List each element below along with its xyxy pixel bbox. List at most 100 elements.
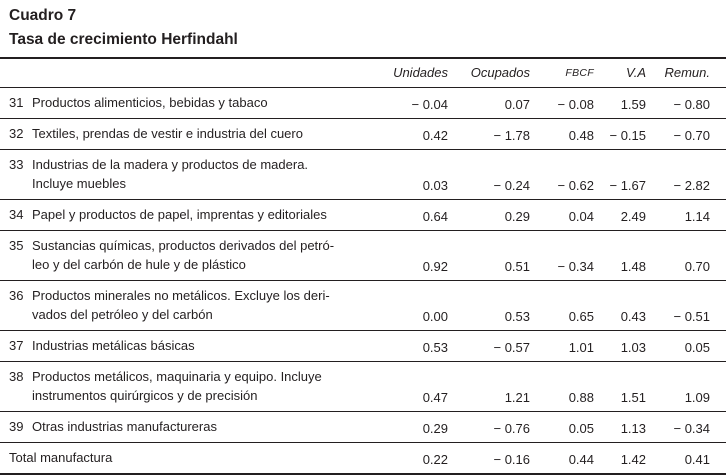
table-header: Unidades Ocupados FBCF V.A Remun.	[0, 58, 726, 88]
col-header-va: V.A	[594, 58, 646, 88]
col-header-unidades: Unidades	[375, 58, 448, 88]
table-row-37: 37 Industrias metálicas básicas 0.53 − 0…	[0, 330, 726, 362]
value-fbcf: 0.88	[530, 361, 594, 412]
sector-name: Papel y productos de papel, imprentas y …	[32, 207, 327, 222]
sector-code: 36	[9, 288, 24, 303]
table-row-36: 36 Productos minerales no metálicos. Exc…	[0, 280, 726, 331]
value-unidades: 0.47	[375, 361, 448, 412]
table-row-39: 39 Otras industrias manufactureras 0.29 …	[0, 411, 726, 443]
value-va: 2.49	[594, 199, 646, 231]
value-va: 1.59	[594, 87, 646, 119]
header-label-spacer	[0, 58, 375, 88]
value-fbcf: 1.01	[530, 330, 594, 362]
value-unidades: 0.00	[375, 280, 448, 331]
table-row-38: 38 Productos metálicos, maquinaria y equ…	[0, 361, 726, 412]
value-unidades: 0.53	[375, 330, 448, 362]
value-fbcf: 0.04	[530, 199, 594, 231]
sector-code: 34	[9, 207, 24, 222]
value-remun: − 0.80	[646, 87, 726, 119]
col-header-remun: Remun.	[646, 58, 726, 88]
herfindahl-growth-table: Unidades Ocupados FBCF V.A Remun. 31 Pro…	[0, 57, 726, 475]
sector-code: 35	[9, 238, 24, 253]
value-unidades: 0.42	[375, 118, 448, 150]
value-ocupados: 0.29	[448, 199, 530, 231]
value-unidades: 0.64	[375, 199, 448, 231]
col-header-fbcf: FBCF	[530, 58, 594, 88]
value-fbcf: − 0.34	[530, 230, 594, 281]
value-remun: − 0.34	[646, 411, 726, 443]
value-ocupados: 0.07	[448, 87, 530, 119]
value-remun: 1.09	[646, 361, 726, 412]
row-label-cell: 31 Productos alimenticios, bebidas y tab…	[0, 87, 375, 119]
sector-name: Textiles, prendas de vestir e industria …	[32, 126, 303, 141]
value-fbcf: 0.44	[530, 442, 594, 475]
value-remun: 0.70	[646, 230, 726, 281]
value-va: 1.42	[594, 442, 646, 475]
value-va: 0.43	[594, 280, 646, 331]
value-ocupados: − 0.76	[448, 411, 530, 443]
sector-name: Industrias de la madera y productos de m…	[32, 157, 309, 191]
table-title: Tasa de crecimiento Herfindahl	[9, 31, 238, 48]
sector-code: 31	[9, 95, 24, 110]
value-remun: 0.41	[646, 442, 726, 475]
value-fbcf: 0.48	[530, 118, 594, 150]
value-remun: − 0.70	[646, 118, 726, 150]
value-fbcf: − 0.62	[530, 149, 594, 200]
value-ocupados: − 1.78	[448, 118, 530, 150]
value-fbcf: 0.65	[530, 280, 594, 331]
sector-code: 39	[9, 419, 24, 434]
value-va: 1.03	[594, 330, 646, 362]
sector-name: Otras industrias manufactureras	[32, 419, 217, 434]
row-label-cell: 37 Industrias metálicas básicas	[0, 330, 375, 362]
value-remun: − 2.82	[646, 149, 726, 200]
value-unidades: 0.29	[375, 411, 448, 443]
row-label-cell: 38 Productos metálicos, maquinaria y equ…	[0, 361, 375, 412]
sector-name: Productos metálicos, maquinaria y equipo…	[32, 369, 322, 403]
value-ocupados: 0.53	[448, 280, 530, 331]
table-body: 31 Productos alimenticios, bebidas y tab…	[0, 87, 726, 475]
value-fbcf: 0.05	[530, 411, 594, 443]
sector-name: Productos alimenticios, bebidas y tabaco	[32, 95, 268, 110]
value-unidades: 0.03	[375, 149, 448, 200]
table-row-31: 31 Productos alimenticios, bebidas y tab…	[0, 87, 726, 119]
value-ocupados: − 0.57	[448, 330, 530, 362]
value-unidades: 0.92	[375, 230, 448, 281]
value-fbcf: − 0.08	[530, 87, 594, 119]
table-row-35: 35 Sustancias químicas, productos deriva…	[0, 230, 726, 281]
table-row-total: Total manufactura 0.22 − 0.16 0.44 1.42 …	[0, 442, 726, 475]
value-unidades: − 0.04	[375, 87, 448, 119]
value-va: − 0.15	[594, 118, 646, 150]
value-va: 1.51	[594, 361, 646, 412]
value-ocupados: 0.51	[448, 230, 530, 281]
col-header-ocupados: Ocupados	[448, 58, 530, 88]
row-label-cell: 34 Papel y productos de papel, imprentas…	[0, 199, 375, 231]
row-label-cell: 36 Productos minerales no metálicos. Exc…	[0, 280, 375, 331]
header-row: Unidades Ocupados FBCF V.A Remun.	[0, 58, 726, 88]
value-va: 1.13	[594, 411, 646, 443]
value-ocupados: − 0.16	[448, 442, 530, 475]
value-va: 1.48	[594, 230, 646, 281]
value-ocupados: − 0.24	[448, 149, 530, 200]
sector-code: 32	[9, 126, 24, 141]
value-remun: − 0.51	[646, 280, 726, 331]
row-label-cell: Total manufactura	[0, 442, 375, 475]
value-remun: 1.14	[646, 199, 726, 231]
table-row-33: 33 Industrias de la madera y productos d…	[0, 149, 726, 200]
value-remun: 0.05	[646, 330, 726, 362]
value-unidades: 0.22	[375, 442, 448, 475]
table-row-32: 32 Textiles, prendas de vestir e industr…	[0, 118, 726, 150]
sector-name: Sustancias químicas, productos derivados…	[32, 238, 335, 272]
sector-code: 38	[9, 369, 24, 384]
table-caption: Cuadro 7 Tasa de crecimiento Herfindahl	[0, 0, 726, 49]
value-va: − 1.67	[594, 149, 646, 200]
row-label-cell: 33 Industrias de la madera y productos d…	[0, 149, 375, 200]
sector-name: Industrias metálicas básicas	[32, 338, 195, 353]
sector-code: 33	[9, 157, 24, 172]
row-label-cell: 39 Otras industrias manufactureras	[0, 411, 375, 443]
sector-name: Productos minerales no metálicos. Excluy…	[32, 288, 330, 322]
table-row-34: 34 Papel y productos de papel, imprentas…	[0, 199, 726, 231]
sector-code: 37	[9, 338, 24, 353]
row-label-cell: 35 Sustancias químicas, productos deriva…	[0, 230, 375, 281]
row-label-cell: 32 Textiles, prendas de vestir e industr…	[0, 118, 375, 150]
